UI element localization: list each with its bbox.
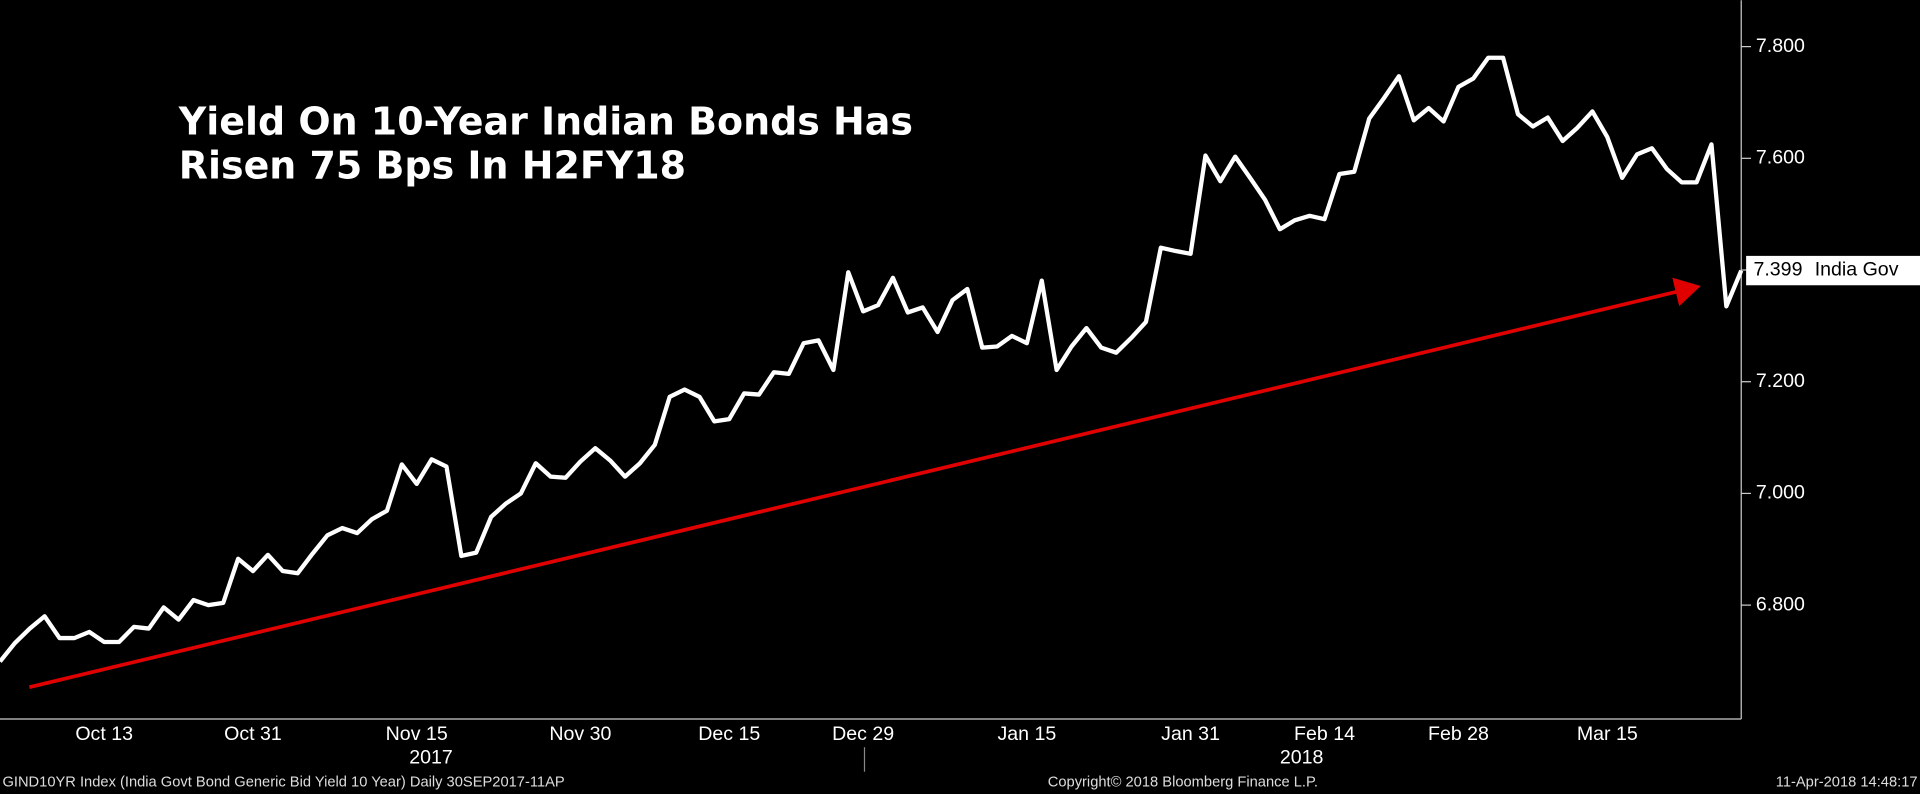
y-tick-label: 7.600 [1756, 146, 1805, 168]
last-value-box [1746, 255, 1920, 286]
x-tick-label: Mar 15 [1577, 723, 1638, 745]
trend-arrow [28, 277, 1701, 689]
x-tick-label: Feb 14 [1294, 723, 1355, 745]
x-tick-label: Dec 29 [832, 723, 894, 745]
chart-title: Risen 75 Bps In H2FY18 [179, 144, 686, 188]
x-tick-label: Jan 15 [997, 723, 1056, 745]
year-label: 2018 [1280, 746, 1324, 768]
x-tick-label: Feb 28 [1428, 723, 1489, 745]
last-value-label: 7.399 [1753, 259, 1802, 281]
x-tick-label: Nov 15 [386, 723, 448, 745]
y-tick-label: 7.200 [1756, 370, 1805, 392]
chart-title: Yield On 10-Year Indian Bonds Has [178, 99, 913, 143]
x-tick-label: Oct 31 [224, 723, 282, 745]
footer-copyright: Copyright© 2018 Bloomberg Finance L.P. [1048, 775, 1318, 791]
footer-source: GIND10YR Index (India Govt Bond Generic … [2, 775, 564, 791]
x-tick-label: Oct 13 [75, 723, 133, 745]
x-tick-label: Dec 15 [698, 723, 760, 745]
legend-label: India Gov [1815, 259, 1899, 281]
y-tick-label: 7.800 [1756, 35, 1805, 57]
year-label: 2017 [409, 746, 453, 768]
series-line [0, 55, 1744, 663]
x-tick-label: Nov 30 [549, 723, 611, 745]
x-tick-label: Jan 31 [1161, 723, 1220, 745]
footer-timestamp: 11-Apr-2018 14:48:17 [1776, 775, 1918, 791]
y-tick-label: 6.800 [1756, 593, 1805, 615]
y-tick-label: 7.000 [1756, 482, 1805, 504]
